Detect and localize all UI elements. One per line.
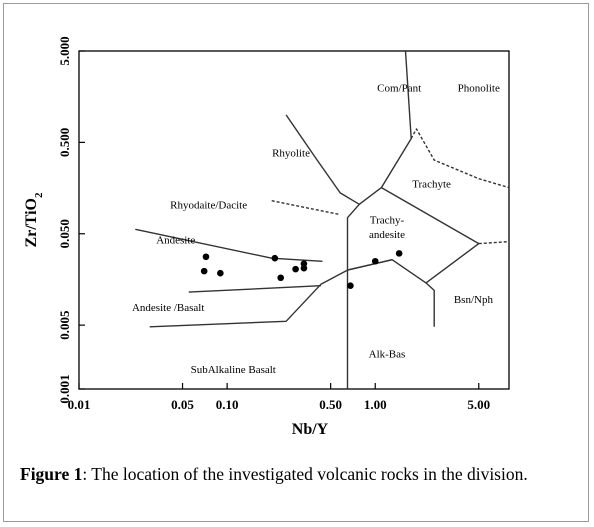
boundary-line (425, 282, 435, 327)
plot-border (78, 50, 510, 390)
field-label: Rhyodaite/Dacite (170, 199, 247, 211)
field-label: Bsn/Nph (454, 294, 494, 306)
x-tick-label: 0.01 (68, 397, 91, 412)
x-axis-label: Nb/Y (292, 421, 329, 438)
field-label: Andesite /Basalt (132, 302, 204, 314)
caption-text: : The location of the investigated volca… (82, 464, 528, 484)
ticks-layer: 0.01 0.05 0.10 0.50 1.00 5.00 0.001 0.005 0.050 0… (57, 36, 490, 412)
field-labels: Com/Pant Phonolite Rhyolite Trachyte Rhyodai… (132, 83, 500, 376)
sample-point (347, 282, 354, 290)
boundary-line (346, 203, 360, 389)
field-label: andesite (369, 229, 405, 241)
y-tick-label: 0.005 (57, 310, 72, 340)
sample-point (217, 269, 224, 277)
boundary-line (285, 50, 412, 206)
figure-caption: Figure 1: The location of the investigat… (20, 462, 580, 487)
y-axis-label: Zr/TiO2 (23, 192, 45, 248)
sample-point (395, 250, 403, 257)
sample-point (202, 253, 210, 261)
figure-number: Figure 1 (20, 464, 83, 484)
field-label: SubAlkaline Basalt (191, 364, 276, 376)
field-label: Phonolite (458, 83, 500, 95)
dashed-boundary-line (271, 200, 341, 216)
plot-area: 0.01 0.05 0.10 0.50 1.00 5.00 0.001 0.005 0.050 0… (23, 36, 510, 438)
field-label: Rhyolite (272, 148, 310, 160)
y-tick-label: 0.050 (57, 219, 72, 248)
boundary-line (347, 186, 480, 284)
sample-point (292, 265, 299, 273)
y-tick-label: 5.000 (57, 36, 72, 65)
x-tick-label: 0.05 (171, 397, 194, 412)
sample-point (300, 260, 308, 268)
field-boundaries (135, 50, 510, 389)
field-label: Andesite (156, 235, 195, 247)
field-label: Trachyte (412, 179, 451, 191)
x-tick-label: 5.00 (467, 397, 490, 412)
y-tick-label: 0.500 (57, 128, 72, 157)
field-label: Trachy- (370, 214, 405, 226)
sample-point (200, 267, 208, 275)
sample-point (271, 254, 279, 262)
dashed-boundary-line (410, 128, 510, 189)
y-tick-label: 0.001 (57, 374, 72, 403)
boundary-line (188, 285, 321, 293)
x-tick-label: 0.10 (216, 397, 239, 412)
data-points (200, 250, 403, 290)
boundary-line (149, 259, 393, 328)
x-tick-label: 1.00 (364, 397, 387, 412)
x-tick-label: 0.50 (319, 397, 342, 412)
field-label: Com/Pant (377, 83, 421, 95)
sample-point (371, 257, 379, 265)
dashed-boundary-line (478, 240, 510, 245)
field-label: Alk-Bas (369, 349, 406, 361)
sample-point (277, 274, 284, 282)
figure-frame: 0.01 0.05 0.10 0.50 1.00 5.00 0.001 0.005 0.050 0… (3, 3, 589, 522)
